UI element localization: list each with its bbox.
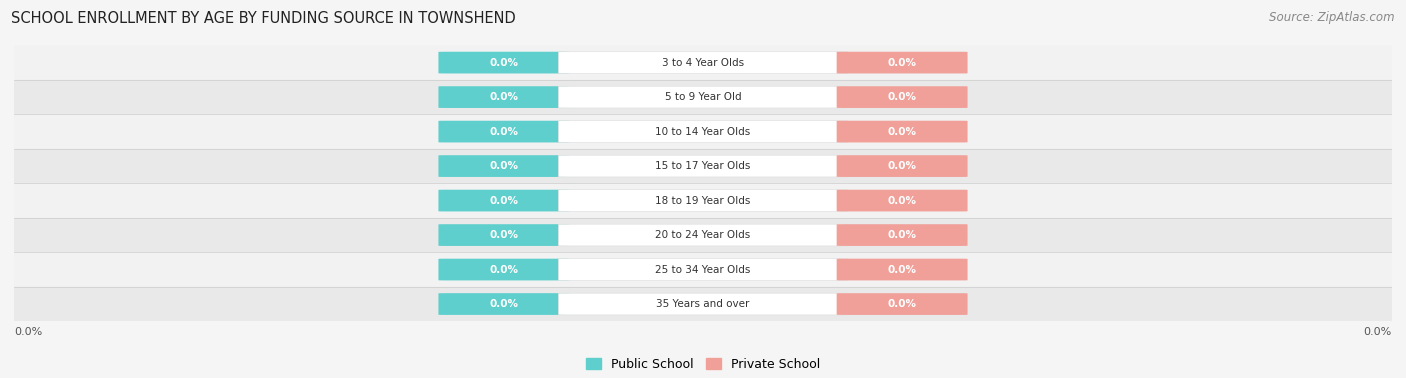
Text: Source: ZipAtlas.com: Source: ZipAtlas.com [1270,11,1395,24]
Text: 0.0%: 0.0% [887,230,917,240]
Text: 0.0%: 0.0% [887,161,917,171]
FancyBboxPatch shape [837,293,967,315]
FancyBboxPatch shape [439,293,569,315]
Text: 18 to 19 Year Olds: 18 to 19 Year Olds [655,195,751,206]
Text: 0.0%: 0.0% [887,299,917,309]
Text: 0.0%: 0.0% [489,230,519,240]
FancyBboxPatch shape [439,52,569,73]
Text: 0.0%: 0.0% [489,299,519,309]
Bar [14,80,1392,115]
FancyBboxPatch shape [558,190,848,211]
Text: SCHOOL ENROLLMENT BY AGE BY FUNDING SOURCE IN TOWNSHEND: SCHOOL ENROLLMENT BY AGE BY FUNDING SOUR… [11,11,516,26]
Text: 0.0%: 0.0% [887,195,917,206]
Text: 10 to 14 Year Olds: 10 to 14 Year Olds [655,127,751,136]
FancyBboxPatch shape [439,86,569,108]
Text: 0.0%: 0.0% [887,127,917,136]
FancyBboxPatch shape [837,86,967,108]
Text: 0.0%: 0.0% [489,92,519,102]
FancyBboxPatch shape [837,190,967,211]
Text: 20 to 24 Year Olds: 20 to 24 Year Olds [655,230,751,240]
Bar [14,45,1392,80]
FancyBboxPatch shape [439,155,569,177]
Text: 35 Years and over: 35 Years and over [657,299,749,309]
FancyBboxPatch shape [558,155,848,177]
Text: 0.0%: 0.0% [887,92,917,102]
Bar [14,183,1392,218]
FancyBboxPatch shape [558,121,848,143]
Text: 5 to 9 Year Old: 5 to 9 Year Old [665,92,741,102]
FancyBboxPatch shape [558,86,848,108]
Bar [14,287,1392,321]
FancyBboxPatch shape [558,259,848,280]
Text: 0.0%: 0.0% [489,265,519,274]
FancyBboxPatch shape [837,224,967,246]
Text: 0.0%: 0.0% [489,195,519,206]
FancyBboxPatch shape [837,121,967,143]
Text: 15 to 17 Year Olds: 15 to 17 Year Olds [655,161,751,171]
Text: 25 to 34 Year Olds: 25 to 34 Year Olds [655,265,751,274]
FancyBboxPatch shape [558,52,848,73]
FancyBboxPatch shape [837,155,967,177]
FancyBboxPatch shape [439,259,569,280]
Bar [14,149,1392,183]
Text: 0.0%: 0.0% [1364,327,1392,337]
FancyBboxPatch shape [439,121,569,143]
FancyBboxPatch shape [439,190,569,211]
FancyBboxPatch shape [558,293,848,315]
FancyBboxPatch shape [558,224,848,246]
Text: 0.0%: 0.0% [14,327,42,337]
FancyBboxPatch shape [837,259,967,280]
Text: 0.0%: 0.0% [489,161,519,171]
Text: 0.0%: 0.0% [887,265,917,274]
Bar [14,253,1392,287]
Text: 3 to 4 Year Olds: 3 to 4 Year Olds [662,57,744,68]
Bar [14,218,1392,253]
FancyBboxPatch shape [439,224,569,246]
FancyBboxPatch shape [837,52,967,73]
Text: 0.0%: 0.0% [887,57,917,68]
Legend: Public School, Private School: Public School, Private School [581,353,825,376]
Text: 0.0%: 0.0% [489,57,519,68]
Bar [14,114,1392,149]
Text: 0.0%: 0.0% [489,127,519,136]
